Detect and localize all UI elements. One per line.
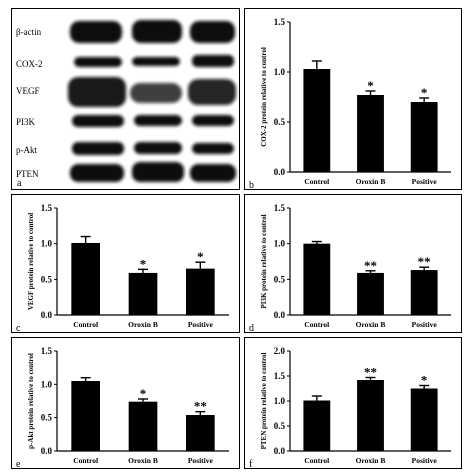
bar — [410, 270, 438, 315]
bar — [303, 400, 331, 451]
bar — [410, 388, 438, 451]
y-tick-label: 0.5 — [41, 413, 53, 423]
blot-label-pi3k: PI3K — [16, 117, 36, 127]
y-tick-label: 0.5 — [274, 274, 286, 284]
chart-panel-e: 0.0 0.5 1.0 1.5 p-Akt protein relative to co… — [11, 337, 240, 470]
bar — [186, 415, 215, 451]
significance-label: * — [140, 256, 147, 271]
y-tick-label: 1.5 — [274, 371, 286, 381]
blot-label-pten: PTEN — [16, 169, 39, 179]
significance-label: * — [140, 386, 147, 401]
y-tick-label: 0.0 — [41, 310, 53, 320]
p-akt-bar-chart: 0.0 0.5 1.0 1.5 p-Akt protein relative to co… — [16, 346, 229, 470]
blot-label-cox2: COX-2 — [16, 59, 43, 69]
panel-letter: d — [249, 323, 254, 334]
y-tick-label: 0.0 — [41, 446, 53, 456]
bar — [71, 242, 100, 315]
bar — [186, 268, 215, 315]
bar — [71, 381, 100, 451]
x-category-label: Positive — [412, 320, 438, 329]
bar — [303, 69, 331, 172]
x-category-label: Positive — [188, 320, 214, 329]
pten-bar-chart: 0.0 0.5 1.0 1.5 2.0 PTEN protein relative to … — [249, 346, 451, 470]
y-tick-label: 0.0 — [274, 167, 286, 177]
bar — [357, 95, 384, 172]
western-blot-panel: β-actin COX-2 VEGF PI3K p-Akt PTEN — [11, 8, 240, 190]
y-tick-label: 0.5 — [274, 117, 286, 127]
x-category-label: Control — [73, 456, 98, 465]
significance-label: * — [421, 85, 428, 100]
x-category-label: Control — [304, 320, 329, 329]
x-category-label: Oroxin B — [356, 320, 386, 329]
chart-panel-f: 0.0 0.5 1.0 1.5 2.0 PTEN protein relative to … — [244, 337, 462, 470]
bar — [128, 401, 158, 451]
y-axis-label: PI3K protein relative to control — [260, 214, 268, 308]
x-category-label: Oroxin B — [356, 177, 386, 186]
bar — [357, 380, 384, 451]
x-category-label: Positive — [188, 456, 214, 465]
blot-label-vegf: VEGF — [16, 86, 40, 96]
bar — [303, 243, 331, 315]
y-tick-label: 1.5 — [41, 346, 53, 356]
y-axis-label: COX-2 protein relative to control — [260, 47, 268, 147]
significance-label: * — [197, 249, 204, 264]
bar — [410, 102, 438, 172]
y-axis-label: PTEN protein relative to control — [260, 353, 268, 450]
y-tick-label: 2.0 — [274, 346, 286, 356]
chart-panel-c: 0.0 0.5 1.0 1.5 VEGF protein relative to con… — [11, 194, 240, 334]
significance-label: ** — [364, 365, 377, 380]
y-tick-label: 1.0 — [274, 239, 286, 249]
x-category-label: Oroxin B — [128, 320, 158, 329]
y-tick-label: 1.5 — [274, 203, 286, 213]
panel-letter: c — [16, 323, 21, 334]
panel-letter: e — [16, 459, 21, 470]
significance-label: * — [367, 78, 374, 93]
blot-label-p-akt: p-Akt — [16, 145, 37, 155]
x-category-label: Oroxin B — [356, 456, 386, 465]
significance-label: ** — [418, 254, 431, 269]
pi3k-bar-chart: 0.0 0.5 1.0 1.5 PI3K protein relative to con… — [249, 203, 451, 334]
x-category-label: Control — [304, 456, 329, 465]
significance-label: ** — [194, 399, 207, 414]
y-tick-label: 1.0 — [274, 396, 286, 406]
y-tick-label: 0.0 — [274, 310, 286, 320]
blot-label-beta-actin: β-actin — [16, 27, 42, 37]
y-tick-label: 0.5 — [274, 421, 286, 431]
y-axis-label: p-Akt protein relative to control — [27, 353, 35, 449]
x-category-label: Control — [304, 177, 329, 186]
y-tick-label: 0.5 — [41, 274, 53, 284]
y-axis-label: VEGF protein relative to control — [27, 213, 35, 310]
x-category-label: Control — [73, 320, 98, 329]
y-tick-label: 1.5 — [274, 17, 286, 27]
panel-letter: b — [249, 180, 254, 191]
chart-panel-b: 0.0 0.5 1.0 1.5 COX-2 protein relative to co… — [244, 8, 462, 191]
significance-label: ** — [364, 258, 377, 273]
y-tick-label: 0.0 — [274, 446, 286, 456]
panel-letter: f — [249, 459, 253, 470]
y-tick-label: 1.0 — [274, 67, 286, 77]
y-tick-label: 1.0 — [41, 239, 53, 249]
y-tick-label: 1.0 — [41, 379, 53, 389]
vegf-bar-chart: 0.0 0.5 1.0 1.5 VEGF protein relative to con… — [16, 203, 229, 334]
bar — [357, 272, 384, 315]
blot-bands-image: a — [17, 20, 236, 189]
significance-label: * — [421, 373, 428, 388]
chart-panel-d: 0.0 0.5 1.0 1.5 PI3K protein relative to con… — [244, 194, 462, 334]
bar — [128, 272, 158, 315]
x-category-label: Positive — [412, 456, 438, 465]
cox2-bar-chart: 0.0 0.5 1.0 1.5 COX-2 protein relative to co… — [249, 17, 451, 191]
x-category-label: Oroxin B — [128, 456, 158, 465]
x-category-label: Positive — [412, 177, 438, 186]
panel-letter-a: a — [17, 178, 22, 189]
y-tick-label: 1.5 — [41, 203, 53, 213]
